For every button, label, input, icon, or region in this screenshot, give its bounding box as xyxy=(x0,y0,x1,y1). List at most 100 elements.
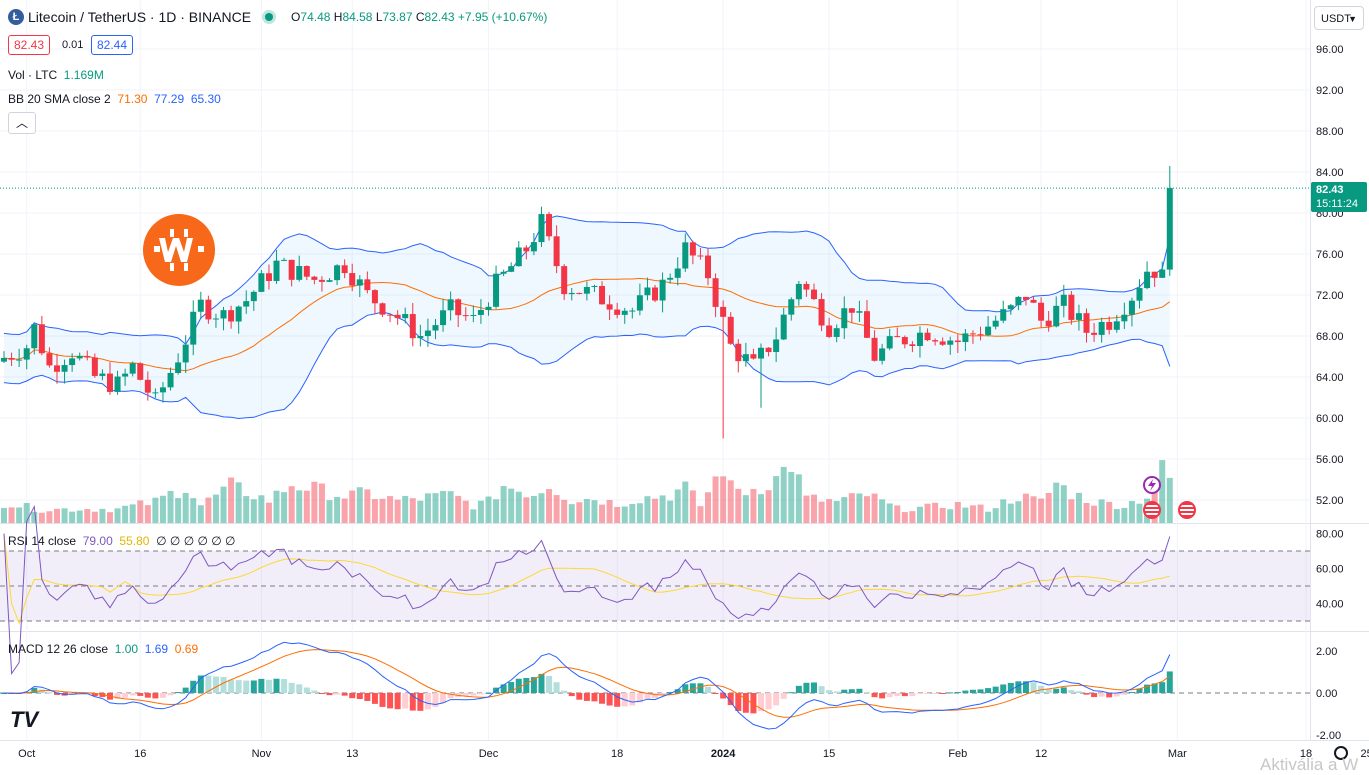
macd-histogram-bar xyxy=(508,682,515,693)
candle-body xyxy=(810,289,817,300)
candle-body xyxy=(477,309,484,315)
candle-body xyxy=(803,283,810,290)
macd-histogram-bar xyxy=(152,693,159,699)
time-tick-label: 2024 xyxy=(711,748,736,760)
volume-bar xyxy=(788,471,795,523)
price-tick-label: 64.00 xyxy=(1316,372,1344,384)
volume-bar xyxy=(962,507,969,523)
candle-body xyxy=(16,359,23,361)
sell-price-button[interactable]: 82.43 xyxy=(8,35,51,55)
volume-bar xyxy=(364,489,371,523)
volume-bar xyxy=(947,509,954,523)
volume-bar xyxy=(1128,500,1135,523)
volume-bar xyxy=(614,506,621,523)
collapse-legend-button[interactable]: ︿ xyxy=(8,112,36,134)
volume-bar xyxy=(1038,498,1045,523)
buy-price-button[interactable]: 82.44 xyxy=(91,35,134,55)
volume-bar xyxy=(530,495,537,523)
candle-body xyxy=(871,337,878,361)
volume-bar xyxy=(470,509,477,523)
candle-body xyxy=(1121,314,1128,322)
symbol-title[interactable]: Litecoin / TetherUS · 1D · BINANCE xyxy=(28,9,252,25)
candle-body xyxy=(735,343,742,362)
volume-bar xyxy=(265,502,272,523)
volume-bar xyxy=(644,496,651,523)
candle-body xyxy=(167,372,174,388)
candle-body xyxy=(727,316,734,344)
time-tick-label: 13 xyxy=(346,748,358,760)
candle-body xyxy=(932,340,939,342)
macd-histogram-bar xyxy=(742,693,749,713)
volume-bar xyxy=(1030,496,1037,523)
macd-histogram-bar xyxy=(144,693,151,698)
candle-body xyxy=(856,311,863,313)
candle-body xyxy=(614,309,621,315)
candle-body xyxy=(742,354,749,362)
volume-bar xyxy=(53,508,60,523)
volume-bar xyxy=(228,477,235,523)
candle-body xyxy=(364,279,371,291)
volume-bar xyxy=(190,498,197,523)
us-flag-event-icon[interactable] xyxy=(1178,501,1196,519)
candle-body xyxy=(69,358,76,366)
volume-bar xyxy=(636,503,643,523)
macd-histogram-bar xyxy=(197,675,204,693)
volume-bar xyxy=(750,488,757,523)
time-tick-label: Oct xyxy=(18,748,35,760)
candle-body xyxy=(1060,294,1067,306)
volume-bar xyxy=(46,511,53,523)
macd-histogram-bar xyxy=(826,690,833,693)
candle-body xyxy=(122,373,129,377)
volume-bar xyxy=(281,492,288,523)
candle-body xyxy=(175,362,182,373)
candle-body xyxy=(644,287,651,296)
time-tick-label: Nov xyxy=(252,748,272,760)
candle-body xyxy=(46,353,53,366)
candle-body xyxy=(409,314,416,339)
macd-legend[interactable]: MACD 12 26 close 1.00 1.69 0.69 xyxy=(8,642,199,656)
bb-legend[interactable]: BB 20 SMA close 2 71.30 77.29 65.30 xyxy=(8,92,221,106)
macd-histogram-bar xyxy=(659,693,666,695)
candle-body xyxy=(38,324,45,354)
macd-histogram-bar xyxy=(1151,683,1158,693)
candle-body xyxy=(53,365,60,372)
macd-histogram-bar xyxy=(31,687,38,693)
volume-bar xyxy=(1068,499,1075,523)
volume-bar xyxy=(621,506,628,523)
volume-bar xyxy=(1015,501,1022,523)
us-flag-event-icon[interactable] xyxy=(1143,501,1161,519)
volume-legend[interactable]: Vol · LTC 1.169M xyxy=(8,68,104,82)
volume-bar xyxy=(99,508,106,523)
macd-histogram-bar xyxy=(288,682,295,693)
volume-bar xyxy=(379,498,386,523)
rsi-legend[interactable]: RSI 14 close 79.00 55.80 ∅ ∅ ∅ ∅ ∅ ∅ xyxy=(8,534,236,548)
candle-body xyxy=(243,301,250,307)
candle-body xyxy=(818,299,825,326)
volume-bar xyxy=(1053,482,1060,523)
bb-band-fill xyxy=(4,216,1170,419)
candle-body xyxy=(901,337,908,345)
macd-histogram-bar xyxy=(334,693,341,695)
macd-histogram-bar xyxy=(258,678,265,693)
macd-histogram-bar xyxy=(440,693,447,703)
candle-body xyxy=(1091,332,1098,335)
volume-bar xyxy=(84,509,91,523)
candle-body xyxy=(697,255,704,257)
tradingview-logo[interactable]: TV xyxy=(10,707,39,732)
volume-bar xyxy=(863,496,870,523)
candle-body xyxy=(720,306,727,317)
currency-selector[interactable]: USDT ▼ xyxy=(1314,6,1364,30)
volume-bar xyxy=(697,506,704,523)
candle-body xyxy=(296,266,303,280)
volume-bar xyxy=(235,482,242,523)
macd-histogram-bar xyxy=(296,684,303,693)
candle-body xyxy=(387,314,394,316)
price-tick-label: 60.00 xyxy=(1316,413,1344,425)
candle-body xyxy=(924,332,931,341)
macd-histogram-bar xyxy=(954,692,961,694)
gear-icon[interactable] xyxy=(1334,746,1348,760)
volume-bar xyxy=(674,489,681,523)
volume-bar xyxy=(303,490,310,523)
lightning-event-icon[interactable] xyxy=(1143,476,1161,494)
